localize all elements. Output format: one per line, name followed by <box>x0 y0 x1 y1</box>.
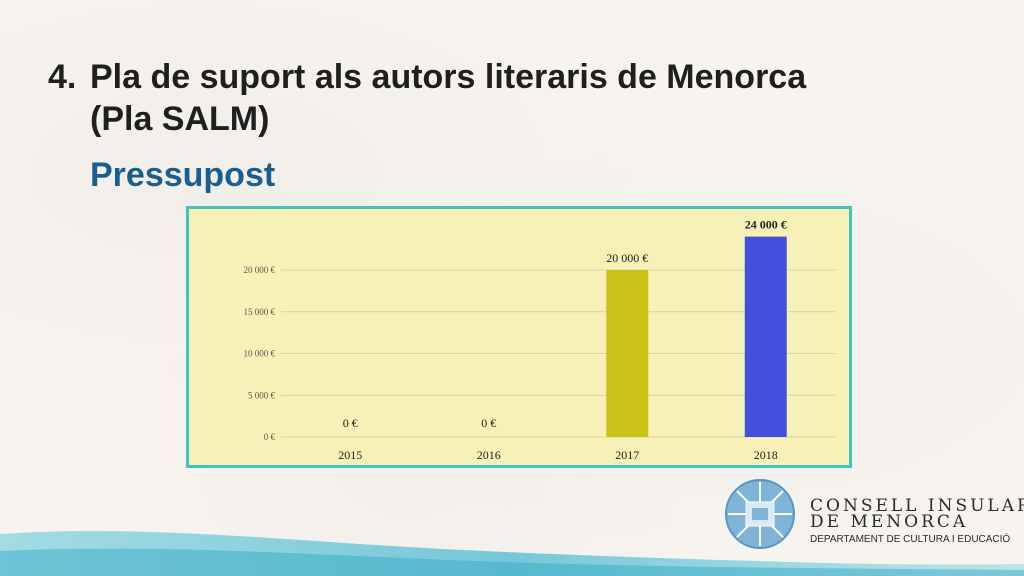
bar <box>744 236 787 437</box>
y-tick-label: 15 000 € <box>244 307 276 317</box>
title-number: 4. <box>48 58 77 96</box>
emblem-icon <box>725 479 795 549</box>
bar <box>606 270 649 437</box>
y-tick-label: 10 000 € <box>244 349 276 359</box>
x-tick-label: 2015 <box>338 448 362 462</box>
slide-title: 4. Pla de suport als autors literaris de … <box>48 56 806 140</box>
x-tick-label: 2018 <box>754 448 778 462</box>
slide-subtitle: Pressupost <box>90 156 276 194</box>
data-label: 0 € <box>481 416 496 430</box>
logo-department: DEPARTAMENT DE CULTURA I EDUCACIÓ <box>810 534 1011 545</box>
y-tick-label: 5 000 € <box>248 390 276 400</box>
data-label: 0 € <box>343 416 358 430</box>
title-line2: (Pla SALM) <box>90 100 270 138</box>
logo-line2: DE MENORCA <box>810 512 969 532</box>
title-line1: Pla de suport als autors literaris de Me… <box>90 58 807 96</box>
x-tick-label: 2016 <box>477 448 501 462</box>
data-label: 24 000 € <box>745 218 787 232</box>
y-tick-label: 20 000 € <box>244 265 276 275</box>
budget-chart: 0 € 5 000 € 10 000 € 15 000 € 20 000 € 0 € 201… <box>186 206 852 468</box>
logo-line1: CONSELL INSULAR <box>810 496 1024 516</box>
consell-insular-logo: CONSELL INSULAR DE MENORCA DEPARTAMENT D… <box>718 474 1024 554</box>
decorative-wave <box>0 531 1024 576</box>
y-tick-label: 0 € <box>264 432 276 442</box>
chart-svg: 0 € 5 000 € 10 000 € 15 000 € 20 000 € 0 € 201… <box>244 218 835 462</box>
data-label: 20 000 € <box>606 251 648 265</box>
x-tick-label: 2017 <box>615 448 639 462</box>
